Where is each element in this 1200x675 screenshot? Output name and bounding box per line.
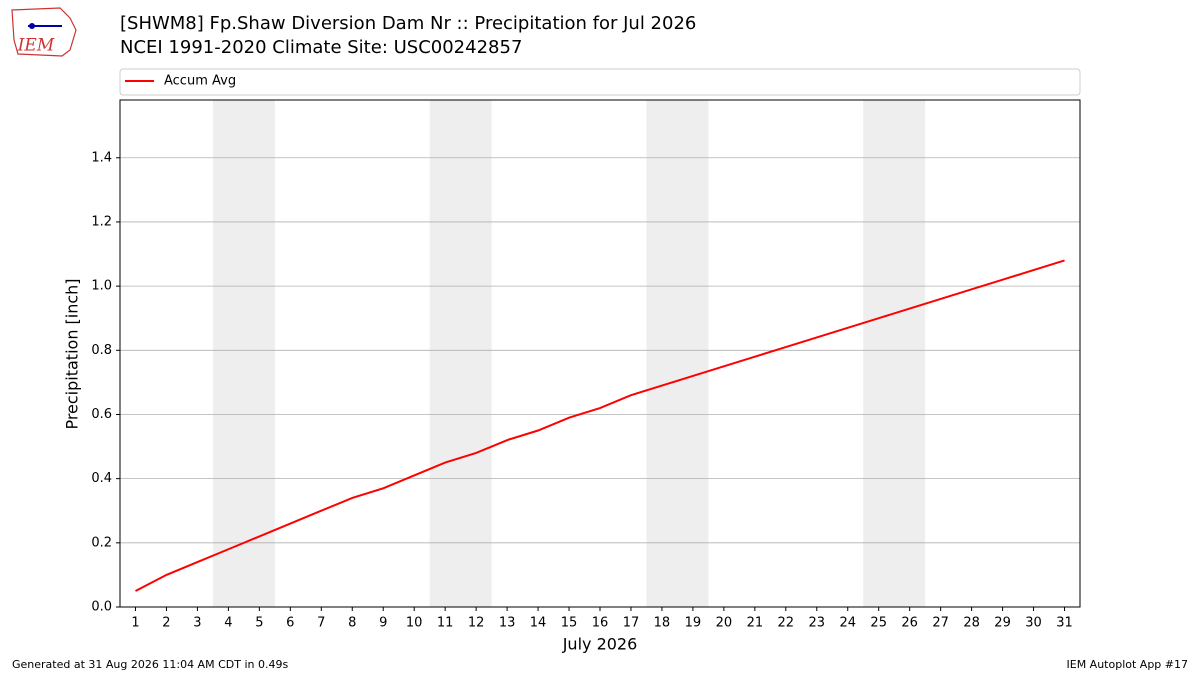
weekend-shade xyxy=(646,100,709,607)
legend-box xyxy=(119,68,1081,96)
footer-right: IEM Autoplot App #17 xyxy=(1067,658,1189,671)
x-tick-label: 16 xyxy=(592,616,609,631)
x-tick-label: 12 xyxy=(468,616,485,631)
x-tick-label: 11 xyxy=(437,616,454,631)
x-tick-label: 2 xyxy=(162,616,170,631)
data-line xyxy=(135,259,1065,592)
logo-dot xyxy=(29,23,35,29)
x-axis-label: July 2026 xyxy=(562,635,638,654)
x-tick-label: 14 xyxy=(530,616,547,631)
x-tick-label: 27 xyxy=(932,616,949,631)
x-tick-label: 19 xyxy=(685,616,702,631)
y-tick-label: 1.4 xyxy=(91,150,112,165)
logo-text: IEM xyxy=(17,36,55,56)
weekend-shade xyxy=(863,100,926,607)
x-tick-label: 10 xyxy=(406,616,423,631)
x-tick-label: 17 xyxy=(623,616,640,631)
logo-outline xyxy=(11,7,77,57)
footer-left: Generated at 31 Aug 2026 11:04 AM CDT in… xyxy=(12,658,288,671)
x-tick-label: 31 xyxy=(1056,616,1073,631)
x-tick-label: 20 xyxy=(716,616,733,631)
y-tick-label: 0.4 xyxy=(91,471,112,486)
x-tick-label: 7 xyxy=(317,616,325,631)
logo: IEM xyxy=(11,7,77,57)
y-tick-label: 1.2 xyxy=(91,214,112,229)
x-tick-label: 25 xyxy=(870,616,887,631)
x-tick-label: 15 xyxy=(561,616,578,631)
legend-label: Accum Avg xyxy=(164,74,236,89)
x-tick-label: 28 xyxy=(963,616,980,631)
x-tick-label: 3 xyxy=(193,616,201,631)
x-tick-label: 9 xyxy=(379,616,387,631)
x-tick-label: 4 xyxy=(224,616,232,631)
y-tick-label: 0.6 xyxy=(91,407,112,422)
x-tick-label: 6 xyxy=(286,616,294,631)
x-tick-label: 13 xyxy=(499,616,516,631)
x-tick-label: 1 xyxy=(131,616,139,631)
x-tick-label: 30 xyxy=(1025,616,1042,631)
x-tick-label: 8 xyxy=(348,616,356,631)
chart-subtitle: NCEI 1991-2020 Climate Site: USC00242857 xyxy=(120,37,522,58)
y-tick-label: 1.0 xyxy=(91,279,112,294)
weekend-shade xyxy=(212,100,275,607)
x-tick-label: 18 xyxy=(654,616,671,631)
x-tick-label: 5 xyxy=(255,616,263,631)
y-axis-label: Precipitation [inch] xyxy=(63,278,82,429)
chart-title: [SHWM8] Fp.Shaw Diversion Dam Nr :: Prec… xyxy=(120,13,696,34)
y-tick-label: 0.0 xyxy=(91,600,112,615)
x-tick-label: 23 xyxy=(809,616,826,631)
y-tick-label: 0.8 xyxy=(91,343,112,358)
x-tick-label: 22 xyxy=(778,616,795,631)
weekend-shade xyxy=(429,100,492,607)
x-tick-label: 21 xyxy=(747,616,764,631)
x-tick-label: 29 xyxy=(994,616,1011,631)
x-tick-label: 24 xyxy=(839,616,856,631)
y-tick-label: 0.2 xyxy=(91,535,112,550)
x-tick-label: 26 xyxy=(901,616,918,631)
plot-frame xyxy=(119,99,1081,608)
